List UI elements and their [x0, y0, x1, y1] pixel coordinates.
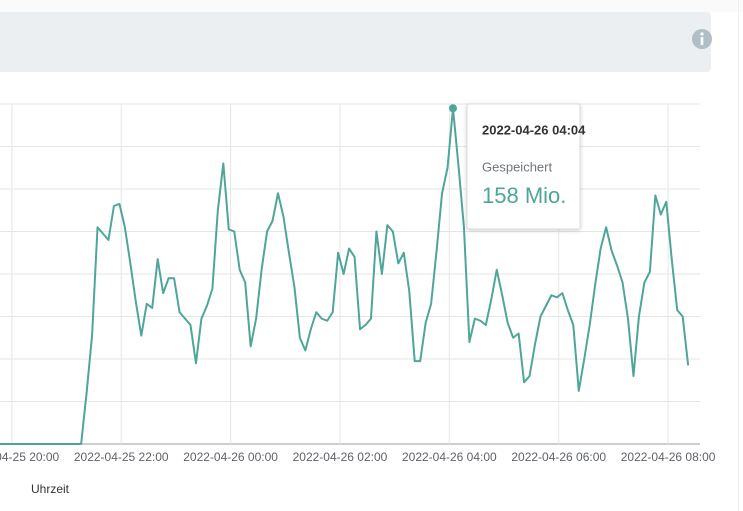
x-tick-label: 2022-04-26 06:00	[511, 450, 606, 464]
x-tick-label: 2022-04-26 02:00	[293, 450, 388, 464]
x-tick-label: 2022-04-25 22:00	[74, 450, 169, 464]
x-tick-label: 2022-04-26 08:00	[621, 450, 716, 464]
top-strip	[0, 0, 743, 12]
header-bar	[0, 12, 711, 72]
tooltip: 2022-04-26 04:04 Gespeichert 158 Mio.	[466, 103, 586, 230]
x-axis-label: Uhrzeit	[31, 482, 70, 496]
info-dot	[700, 32, 704, 36]
x-tick-label: 2022-04-26 00:00	[183, 450, 278, 464]
tooltip-series: Gespeichert	[482, 159, 552, 174]
hover-point	[448, 104, 457, 113]
tooltip-value: 158 Mio.	[482, 183, 566, 208]
info-icon[interactable]	[692, 29, 712, 49]
x-tick-label: 2022-04-25 20:00	[0, 450, 60, 464]
info-bar	[700, 37, 704, 45]
line-series	[0, 107, 690, 445]
tooltip-time: 2022-04-26 04:04	[482, 122, 586, 137]
tooltip-box	[466, 103, 581, 230]
plot-area: 2022-04-25 20:00 2022-04-25 22:00 2022-04-…	[0, 103, 716, 464]
x-tick-label: 2022-04-26 04:00	[402, 450, 497, 464]
